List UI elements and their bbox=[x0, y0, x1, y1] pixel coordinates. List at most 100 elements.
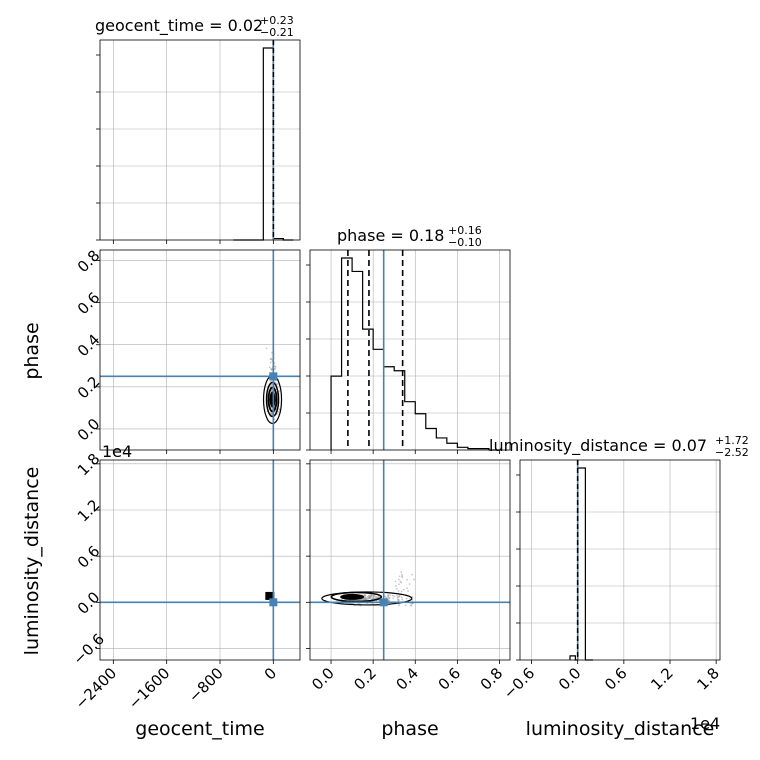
y-tick-label: −0.6 bbox=[69, 630, 107, 668]
contour-line bbox=[330, 591, 383, 603]
sample-point bbox=[398, 595, 400, 598]
sample-point bbox=[384, 595, 387, 598]
x-tick-label: 0.4 bbox=[392, 664, 422, 694]
sample-point bbox=[369, 595, 372, 598]
sample-point bbox=[388, 596, 391, 599]
y-axis-label-phase: phase bbox=[21, 322, 43, 379]
panel-title-phase-sup: +0.16 bbox=[448, 224, 482, 237]
y-tick-label: 1.8 bbox=[74, 450, 104, 480]
contour-line bbox=[265, 381, 280, 418]
x-tick-label: 1.8 bbox=[693, 664, 723, 694]
y-tick-label: 0.6 bbox=[74, 289, 104, 319]
sample-point bbox=[268, 366, 271, 369]
sample-point bbox=[394, 585, 397, 587]
sample-point bbox=[369, 597, 372, 600]
x-tick-label: 0.6 bbox=[601, 664, 631, 694]
x-axis-label-geocent-time: geocent_time bbox=[135, 718, 264, 740]
x-tick-label: 0.0 bbox=[555, 664, 585, 694]
sample-point bbox=[411, 596, 414, 598]
sample-point bbox=[269, 361, 272, 364]
density-core bbox=[340, 593, 365, 600]
sample-point bbox=[405, 597, 408, 600]
sample-point bbox=[399, 580, 402, 583]
y-tick-label: 0.0 bbox=[74, 415, 104, 445]
sample-point bbox=[398, 578, 400, 581]
injection-marker bbox=[269, 372, 278, 381]
offset-text-y-distance: 1e4 bbox=[102, 442, 132, 461]
histogram-step bbox=[233, 47, 294, 241]
x-tick-label: 0.0 bbox=[308, 664, 338, 694]
x-tick-label: 1.2 bbox=[647, 664, 677, 694]
panel-title-phase: phase = 0.18 bbox=[337, 226, 444, 245]
y-tick-label: 0.2 bbox=[74, 373, 104, 403]
sample-point bbox=[398, 575, 401, 578]
sample-point bbox=[396, 598, 399, 601]
sample-point bbox=[401, 598, 404, 601]
panel-title-geocent-time: geocent_time = 0.02 bbox=[95, 16, 263, 36]
sample-point bbox=[373, 594, 375, 597]
contour-line bbox=[321, 591, 413, 606]
sample-point bbox=[278, 408, 281, 411]
panel-distance-hist: −0.6 0.0 0.6 1.2 1.8 bbox=[500, 459, 723, 703]
x-tick-label: −0.6 bbox=[500, 664, 538, 702]
sample-point bbox=[265, 347, 268, 350]
sample-point bbox=[408, 583, 411, 585]
sample-point bbox=[274, 367, 277, 370]
sample-point bbox=[391, 594, 394, 597]
sample-point bbox=[396, 594, 399, 597]
y-tick-label: 0.4 bbox=[74, 331, 104, 361]
y-tick-label: 1.2 bbox=[74, 496, 104, 526]
sample-point bbox=[372, 597, 375, 600]
sample-point bbox=[406, 587, 409, 590]
sample-point bbox=[400, 596, 403, 599]
panel-title-distance-sup: +1.72 bbox=[715, 434, 749, 447]
injection-marker bbox=[379, 598, 388, 607]
sample-point bbox=[397, 599, 400, 602]
histogram-step bbox=[330, 257, 500, 451]
x-tick-label: −2400 bbox=[72, 664, 121, 713]
sample-point bbox=[402, 588, 405, 591]
panel-title-geocent-time-sup: +0.23 bbox=[260, 14, 294, 27]
sample-point bbox=[394, 580, 397, 583]
sample-point bbox=[389, 594, 392, 596]
sample-point bbox=[395, 587, 398, 590]
sample-point bbox=[400, 573, 403, 576]
x-tick-label: −1600 bbox=[125, 664, 174, 713]
sample-point bbox=[270, 384, 273, 386]
x-tick-label: −800 bbox=[185, 664, 227, 706]
panel-frame bbox=[99, 459, 301, 661]
sample-point bbox=[410, 604, 413, 607]
sample-point bbox=[277, 410, 280, 413]
y-axis-label-distance: luminosity_distance bbox=[21, 467, 43, 656]
panel-frame bbox=[309, 249, 511, 451]
x-axis-label-distance: luminosity_distance bbox=[526, 718, 715, 740]
sample-point bbox=[271, 351, 273, 354]
panel-phase-hist bbox=[306, 249, 511, 454]
sample-point bbox=[406, 578, 408, 581]
density-core bbox=[265, 591, 275, 600]
y-tick-label: 0.8 bbox=[74, 246, 104, 276]
contour-line bbox=[267, 386, 278, 413]
sample-point bbox=[388, 599, 391, 602]
sample-point bbox=[392, 597, 395, 600]
density-core bbox=[269, 391, 276, 408]
panel-distance-vs-geocent-time: −2400 −1600 −800 0 −0.6 0.0 0.6 1.2 1.8 bbox=[69, 450, 301, 713]
sample-point bbox=[407, 590, 409, 592]
sample-point bbox=[269, 358, 272, 361]
x-tick-label: 0.6 bbox=[435, 664, 465, 694]
panel-phase-vs-geocent-time: 0.0 0.2 0.4 0.6 0.8 bbox=[74, 246, 301, 454]
sample-point bbox=[400, 571, 403, 574]
y-tick-label: 0.6 bbox=[74, 542, 104, 572]
sample-point bbox=[398, 583, 400, 586]
panel-title-distance: luminosity_distance = 0.07 bbox=[489, 436, 707, 456]
sample-point bbox=[404, 604, 407, 607]
sample-point bbox=[398, 604, 400, 607]
offset-text-x-distance: 1e4 bbox=[690, 714, 720, 733]
sample-point bbox=[411, 573, 413, 576]
sample-point bbox=[401, 576, 404, 579]
x-tick-label: 0 bbox=[261, 664, 280, 683]
sample-point bbox=[269, 412, 272, 415]
sample-point bbox=[363, 593, 366, 596]
panel-frame bbox=[309, 459, 511, 661]
